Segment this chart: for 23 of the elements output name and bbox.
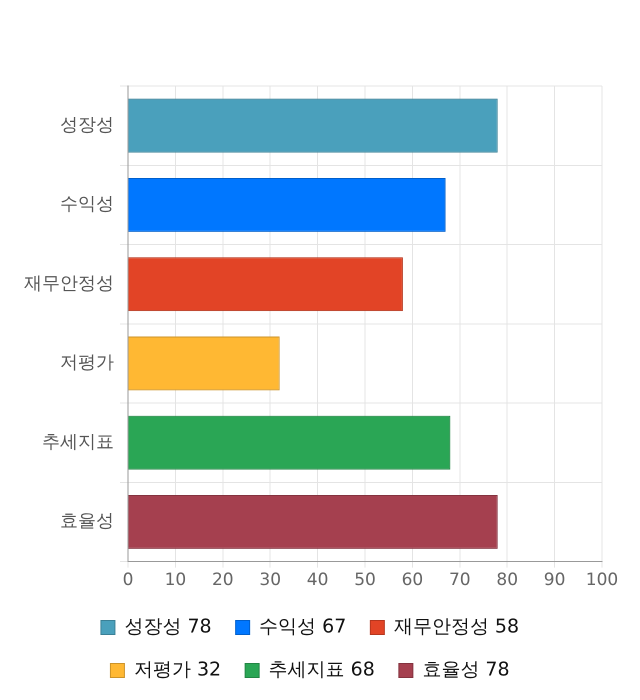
y-tick-label: 수익성 (60, 194, 114, 215)
y-tick-label: 추세지표 (42, 431, 114, 452)
legend-label: 수익성 67 (259, 615, 346, 638)
x-tick-label: 70 (448, 570, 471, 590)
x-tick-label: 40 (306, 570, 328, 590)
x-tick-label: 20 (212, 570, 234, 590)
y-tick-label: 효율성 (60, 510, 114, 532)
y-tick-label: 저평가 (60, 352, 114, 374)
x-tick-label: 30 (259, 570, 282, 590)
x-tick-label: 50 (354, 570, 376, 590)
legend-label: 추세지표 68 (268, 658, 375, 680)
legend-label: 저평가 32 (134, 658, 222, 680)
legend-label: 성장성 78 (124, 615, 212, 638)
legend-label: 재무안정성 58 (394, 615, 520, 638)
x-tick-label: 100 (586, 570, 618, 590)
x-tick-label: 60 (402, 570, 424, 590)
y-tick-label: 성장성 (60, 114, 114, 136)
x-tick-label: 90 (544, 570, 566, 590)
y-tick-label: 재무안정성 (24, 272, 114, 294)
x-tick-label: 80 (496, 570, 518, 590)
legend-label: 효율성 78 (422, 658, 510, 680)
x-tick-label: 10 (164, 570, 186, 590)
x-tick-label: 0 (122, 570, 134, 590)
